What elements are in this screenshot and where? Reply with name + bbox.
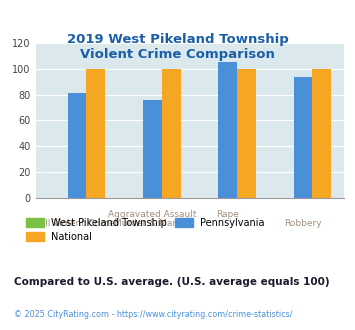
Bar [294,77,312,198]
Bar [67,93,86,198]
Bar [143,100,162,198]
Legend: West Pikeland Township, National, Pennsylvania: West Pikeland Township, National, Pennsy… [26,218,265,242]
Text: Aggravated Assault: Aggravated Assault [108,210,197,218]
Bar [86,69,105,198]
Text: All Violent Crime: All Violent Crime [39,219,115,228]
Text: Compared to U.S. average. (U.S. average equals 100): Compared to U.S. average. (U.S. average … [14,277,330,287]
Bar [312,69,331,198]
Text: © 2025 CityRating.com - https://www.cityrating.com/crime-statistics/: © 2025 CityRating.com - https://www.city… [14,310,293,319]
Bar [237,69,256,198]
Text: 2019 West Pikeland Township
Violent Crime Comparison: 2019 West Pikeland Township Violent Crim… [67,33,288,61]
Bar [162,69,180,198]
Text: Robbery: Robbery [284,219,322,228]
Text: Rape: Rape [216,210,239,218]
Bar [218,62,237,198]
Text: Murder & Mans...: Murder & Mans... [114,219,191,228]
